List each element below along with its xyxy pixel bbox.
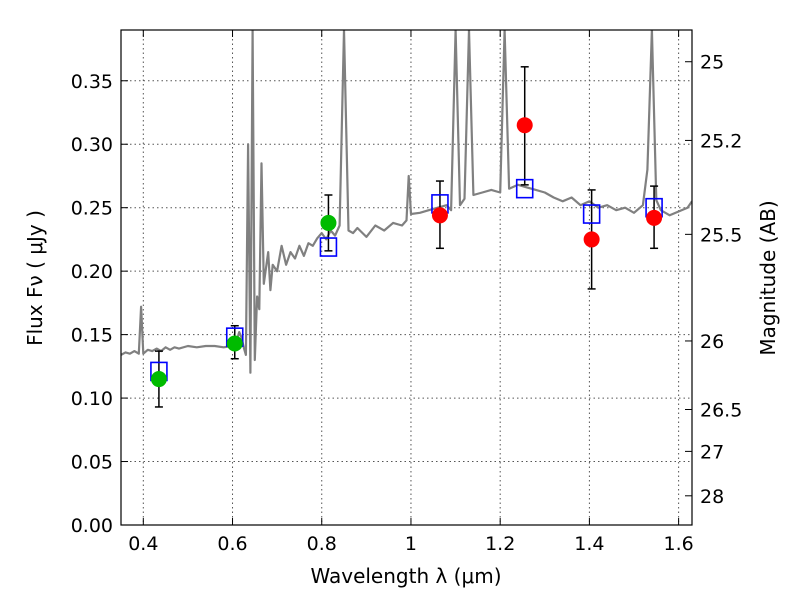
y-axis-label: Flux Fν ( μJy ) xyxy=(23,210,47,346)
y2-axis-label: Magnitude (AB) xyxy=(756,200,780,355)
plot-frame xyxy=(120,29,693,526)
circle-marker-layer xyxy=(150,117,663,388)
y-tick-label: 0.30 xyxy=(71,134,113,156)
y2-tick-label: 26 xyxy=(700,331,724,353)
model-band-square xyxy=(582,204,601,224)
x-tick-label: 0.6 xyxy=(217,533,247,555)
y2-tick-label: 25.5 xyxy=(700,224,742,246)
green-data-point xyxy=(226,335,243,352)
y2-tick-label: 26.5 xyxy=(700,400,742,422)
x-tick-label: 0.4 xyxy=(128,533,158,555)
y-tick-label: 0.00 xyxy=(71,515,113,537)
y2-tick-label: 27 xyxy=(700,441,724,463)
green-data-point xyxy=(320,214,337,231)
red-data-point xyxy=(583,231,600,248)
y-tick-label: 0.20 xyxy=(71,261,113,283)
model-spectrum-layer xyxy=(121,30,692,374)
y-tick-label: 0.25 xyxy=(71,198,113,220)
y2-tick-label: 25.2 xyxy=(700,130,742,152)
y2-tick-label: 28 xyxy=(700,486,724,508)
y2-tick-label: 25 xyxy=(700,52,724,74)
model-band-square xyxy=(515,178,534,199)
plot-area-background xyxy=(121,30,692,525)
red-data-point xyxy=(431,207,448,224)
x-axis-label: Wavelength λ (μm) xyxy=(310,564,501,588)
red-data-point xyxy=(646,209,663,226)
y-tick-label: 0.35 xyxy=(71,71,113,93)
x-tick-label: 0.8 xyxy=(307,533,337,555)
y-tick-label: 0.10 xyxy=(71,388,113,410)
model-spectrum-line xyxy=(121,30,692,374)
x-axis-ticks: 0.4 0.6 0.8 1 1.2 1.4 1.6 xyxy=(128,30,694,555)
grid-lines xyxy=(121,30,692,525)
x-tick-label: 1.4 xyxy=(574,533,604,555)
model-band-square xyxy=(319,237,338,257)
y-tick-label: 0.15 xyxy=(71,325,113,347)
x-tick-label: 1.2 xyxy=(485,533,515,555)
x-tick-label: 1.6 xyxy=(664,533,694,555)
x-tick-label: 1 xyxy=(405,533,417,555)
y2-axis-ticks: 25 25.2 25.5 26 26.5 27 28 xyxy=(685,52,742,508)
y-axis-ticks: 0.00 0.05 0.10 0.15 0.20 0.25 0.30 0.35 xyxy=(71,71,128,537)
red-data-point xyxy=(516,117,533,134)
y-tick-label: 0.05 xyxy=(71,452,113,474)
green-data-point xyxy=(150,371,167,388)
